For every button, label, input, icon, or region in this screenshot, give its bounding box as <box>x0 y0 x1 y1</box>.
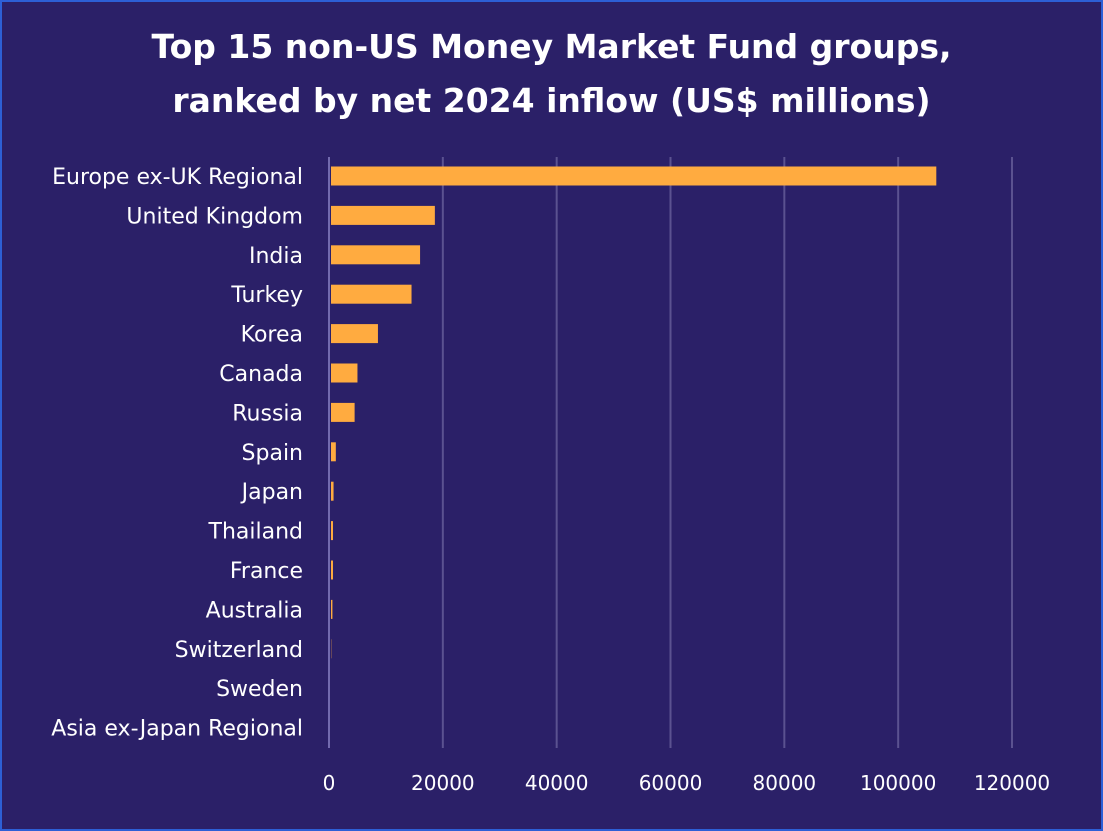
category-label: Switzerland <box>175 638 303 663</box>
x-tick-label: 120000 <box>974 771 1050 795</box>
category-label: Canada <box>219 362 303 387</box>
category-label: Russia <box>232 401 303 426</box>
category-label: Asia ex-Japan Regional <box>51 717 303 742</box>
category-label: India <box>249 244 303 269</box>
chart-title-line-1: Top 15 non-US Money Market Fund groups, <box>151 27 952 66</box>
chart-title: Top 15 non-US Money Market Fund groups, … <box>0 20 1103 128</box>
x-tick-label: 20000 <box>411 771 475 795</box>
bar <box>331 166 937 186</box>
category-label: Japan <box>240 480 303 505</box>
bar <box>331 205 435 225</box>
bars <box>331 166 937 659</box>
bar <box>331 284 412 304</box>
bar <box>331 442 336 462</box>
x-tick-label: 80000 <box>753 771 817 795</box>
category-label: Europe ex-UK Regional <box>52 165 303 190</box>
x-tick-label: 40000 <box>525 771 589 795</box>
bar <box>331 324 378 344</box>
category-label: Spain <box>242 441 303 466</box>
category-label: France <box>230 559 303 584</box>
bar <box>331 521 333 541</box>
x-tick-label: 0 <box>323 771 336 795</box>
gridlines <box>441 157 1013 748</box>
category-label: Sweden <box>216 677 303 702</box>
category-label: Korea <box>241 323 303 348</box>
bar <box>331 402 355 422</box>
category-label: Australia <box>206 598 303 623</box>
bar <box>331 245 421 265</box>
bar <box>331 560 333 580</box>
x-tick-labels: 0 20000 40000 60000 80000 100000 120000 <box>323 771 1051 795</box>
bar <box>331 481 334 501</box>
category-label: Thailand <box>208 520 303 545</box>
category-label: Turkey <box>230 283 303 308</box>
chart-title-line-2: ranked by net 2024 inflow (US$ millions) <box>172 81 931 120</box>
bar <box>331 363 358 383</box>
x-tick-label: 60000 <box>639 771 703 795</box>
x-tick-label: 100000 <box>860 771 936 795</box>
bar <box>331 599 333 619</box>
category-label: United Kingdom <box>126 204 303 229</box>
category-labels: Europe ex-UK Regional United Kingdom India… <box>51 165 303 742</box>
